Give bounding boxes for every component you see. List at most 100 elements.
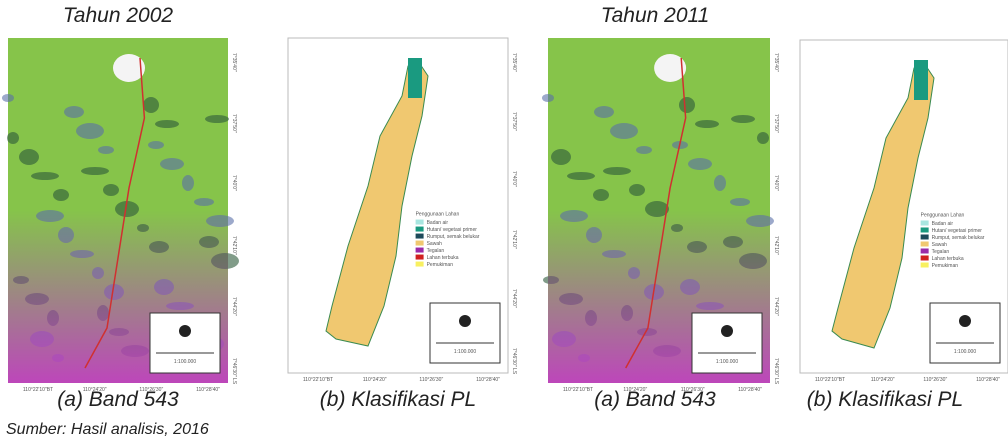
- dark-patch: [194, 198, 214, 206]
- y-coordinate: 7°35'40": [511, 53, 517, 72]
- y-coordinate: 7°40'0": [773, 175, 779, 191]
- x-coordinate: 110°28'40": [976, 377, 1000, 383]
- legend-label: Tegalan: [427, 248, 445, 254]
- legend-label: Rumput, semak belukar: [932, 235, 985, 241]
- dark-patch: [731, 115, 755, 123]
- y-coordinate: 7°44'20": [511, 289, 517, 308]
- legend-label: Hutan/ vegetasi primer: [932, 228, 983, 234]
- y-coordinate: 7°42'10": [773, 236, 779, 255]
- dark-patch: [205, 115, 229, 123]
- y-coordinate: 7°40'0": [231, 175, 237, 191]
- legend-swatch: [921, 234, 929, 239]
- dark-patch: [594, 106, 614, 118]
- legend-swatch: [416, 248, 424, 253]
- north-arrow: [959, 315, 971, 327]
- x-coordinate: 110°22'10"BT: [23, 387, 53, 393]
- y-coordinate: 7°44'20": [773, 297, 779, 316]
- legend-swatch: [416, 220, 424, 225]
- heading: Tahun 2002: [63, 4, 173, 27]
- dark-patch: [31, 172, 59, 180]
- legend-swatch: [921, 248, 929, 253]
- y-coordinate: 7°37'50": [773, 114, 779, 133]
- dark-patch: [155, 120, 179, 128]
- legend-label: Tegalan: [932, 249, 950, 255]
- x-coordinate: 110°26'30": [419, 377, 443, 383]
- caption: (a) Band 543: [594, 388, 716, 411]
- dark-patch: [688, 158, 712, 170]
- y-coordinate: 7°37'50": [511, 112, 517, 131]
- dark-patch: [2, 94, 14, 102]
- x-coordinate: 110°24'20": [871, 377, 895, 383]
- y-coordinate: 7°42'10": [231, 236, 237, 255]
- dark-patch: [103, 184, 119, 196]
- scale-label: 1:100.000: [454, 349, 476, 355]
- legend-label: Sawah: [427, 241, 443, 247]
- legend-swatch: [921, 262, 929, 267]
- scale-label: 1:100.000: [174, 359, 196, 365]
- dark-patch: [98, 146, 114, 154]
- north-arrow: [721, 325, 733, 337]
- caption: (a) Band 543: [57, 388, 179, 411]
- dark-patch: [64, 106, 84, 118]
- dark-patch: [148, 141, 164, 149]
- legend-label: Hutan/ vegetasi primer: [427, 227, 478, 233]
- north-arrow: [459, 315, 471, 327]
- dark-patch: [182, 175, 194, 191]
- dark-patch: [53, 189, 69, 201]
- dark-patch: [757, 132, 769, 144]
- dark-patch: [636, 146, 652, 154]
- dark-patch: [551, 149, 571, 165]
- dark-patch: [629, 184, 645, 196]
- dark-patch: [695, 120, 719, 128]
- heading: Tahun 2011: [601, 4, 710, 27]
- caption: (b) Klasifikasi PL: [320, 388, 476, 411]
- y-coordinate: 7°46'30" LS: [511, 348, 517, 375]
- x-coordinate: 110°28'40": [476, 377, 500, 383]
- legend-label: Sawah: [932, 242, 948, 248]
- dark-patch: [567, 172, 595, 180]
- dark-patch: [143, 97, 159, 113]
- figure: Tahun 2002 Tahun 2011 Sumber: Hasil anal…: [0, 0, 1008, 443]
- dark-patch: [19, 149, 39, 165]
- x-coordinate: 110°22'10"BT: [815, 377, 845, 383]
- dark-patch: [679, 97, 695, 113]
- y-coordinate: 7°40'0": [511, 171, 517, 187]
- legend-label: Lahan terbuka: [932, 256, 964, 262]
- map-panel: 1:100.000110°22'10"BT110°24'20"110°26'30…: [542, 38, 779, 393]
- dark-patch: [593, 189, 609, 201]
- legend-swatch: [416, 227, 424, 232]
- legend-swatch: [416, 241, 424, 246]
- y-coordinate: 7°37'50": [231, 114, 237, 133]
- legend-title: Penggunaan Lahan: [921, 212, 965, 218]
- dark-patch: [81, 167, 109, 175]
- legend-label: Rumput, semak belukar: [427, 234, 480, 240]
- legend-swatch: [921, 220, 929, 225]
- forest-top: [914, 60, 928, 100]
- x-coordinate: 110°22'10"BT: [563, 387, 593, 393]
- legend-title: Penggunaan Lahan: [416, 212, 460, 218]
- legend-swatch: [416, 255, 424, 260]
- forest-top: [408, 58, 422, 98]
- legend-label: Pemukiman: [932, 263, 959, 269]
- x-coordinate: 110°22'10"BT: [303, 377, 333, 383]
- dark-patch: [76, 123, 104, 139]
- y-coordinate: 7°46'30" LS: [773, 358, 779, 385]
- x-coordinate: 110°28'40": [196, 387, 220, 393]
- legend-label: Badan air: [932, 221, 954, 227]
- legend-swatch: [921, 255, 929, 260]
- dark-patch: [714, 175, 726, 191]
- dark-patch: [160, 158, 184, 170]
- scale-label: 1:100.000: [716, 359, 738, 365]
- legend-label: Lahan terbuka: [427, 255, 459, 261]
- legend-swatch: [921, 227, 929, 232]
- y-coordinate: 7°35'40": [231, 53, 237, 72]
- dark-patch: [542, 94, 554, 102]
- y-coordinate: 7°42'10": [511, 230, 517, 249]
- y-coordinate: 7°46'30" LS: [231, 358, 237, 385]
- legend-swatch: [921, 241, 929, 246]
- y-coordinate: 7°35'40": [773, 53, 779, 72]
- north-arrow: [179, 325, 191, 337]
